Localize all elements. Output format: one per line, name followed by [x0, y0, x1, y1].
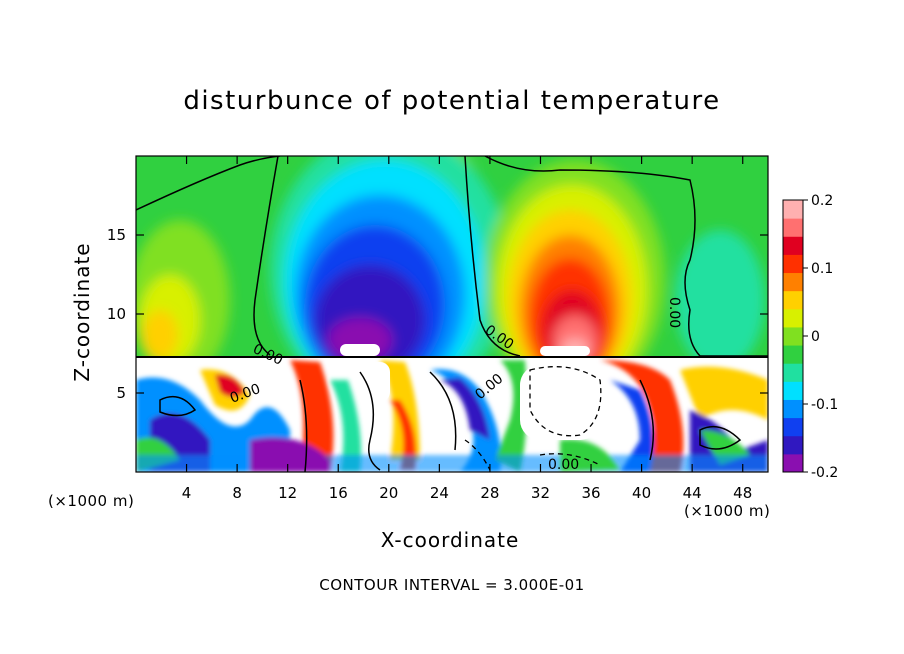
x-tick-label: 28 [480, 484, 499, 502]
x-tick-label: 24 [430, 484, 449, 502]
lower-turbulent-layer [136, 357, 768, 472]
chart-title: disturbunce of potential temperature [183, 86, 721, 116]
colorbar-swatch [783, 200, 803, 219]
x-tick-label: 20 [379, 484, 398, 502]
colorbar-swatch [783, 381, 803, 400]
x-axis: 4 8 12 16 20 24 28 32 36 40 44 48 [182, 156, 752, 502]
negative-contours [464, 366, 602, 471]
contour-label: 0.00 [666, 297, 682, 328]
x-tick-label: 40 [632, 484, 651, 502]
x-tick-label: 16 [329, 484, 348, 502]
x-unit-right: (×1000 m) [684, 502, 771, 520]
x-tick-label: 8 [232, 484, 242, 502]
colorbar-tick-label: -0.1 [811, 397, 838, 413]
colorbar-tick-label: 0.2 [811, 193, 833, 209]
contour-label: 0.00 [548, 457, 579, 473]
colorbar-swatch [783, 254, 803, 274]
y-tick-label: 15 [107, 226, 126, 244]
colorbar-swatch [783, 345, 803, 364]
colorbar-swatch [783, 308, 803, 328]
x-axis-label: X-coordinate [380, 528, 520, 552]
x-tick-label: 4 [182, 484, 192, 502]
colorbar-swatch [783, 218, 803, 237]
x-unit-left: (×1000 m) [48, 492, 135, 510]
colorbar-swatch [783, 363, 803, 382]
y-tick-label: 5 [116, 384, 126, 402]
colorbar-swatch [783, 272, 803, 292]
colorbar-tick-label: -0.2 [811, 465, 838, 481]
colorbar-swatch [783, 417, 803, 437]
x-tick-label: 36 [581, 484, 600, 502]
y-axis-label: Z-coordinate [70, 242, 94, 382]
colorbar-swatch [783, 453, 803, 473]
x-tick-label: 44 [683, 484, 702, 502]
colorbar-tick-label: 0 [811, 329, 820, 345]
x-tick-label: 48 [733, 484, 752, 502]
colorbar: 0.2 0.1 0 -0.1 -0.2 [782, 193, 838, 481]
colorbar-tick-label: 0.1 [811, 261, 833, 277]
x-tick-label: 12 [278, 484, 297, 502]
y-axis: 5 10 15 [107, 226, 768, 402]
colorbar-swatch [783, 326, 803, 346]
contour-lines [136, 156, 768, 472]
y-tick-label: 10 [107, 305, 126, 323]
colorbar-swatch [783, 290, 803, 310]
colorbar-swatch [783, 399, 803, 419]
contour-interval-note: CONTOUR INTERVAL = 3.000E-01 [319, 576, 585, 594]
x-tick-label: 32 [531, 484, 550, 502]
colorbar-swatch [783, 435, 803, 455]
heatmap-field: 0.00 0.00 0.00 0.00 0.00 0.00 [136, 156, 768, 473]
colorbar-swatch [783, 236, 803, 255]
